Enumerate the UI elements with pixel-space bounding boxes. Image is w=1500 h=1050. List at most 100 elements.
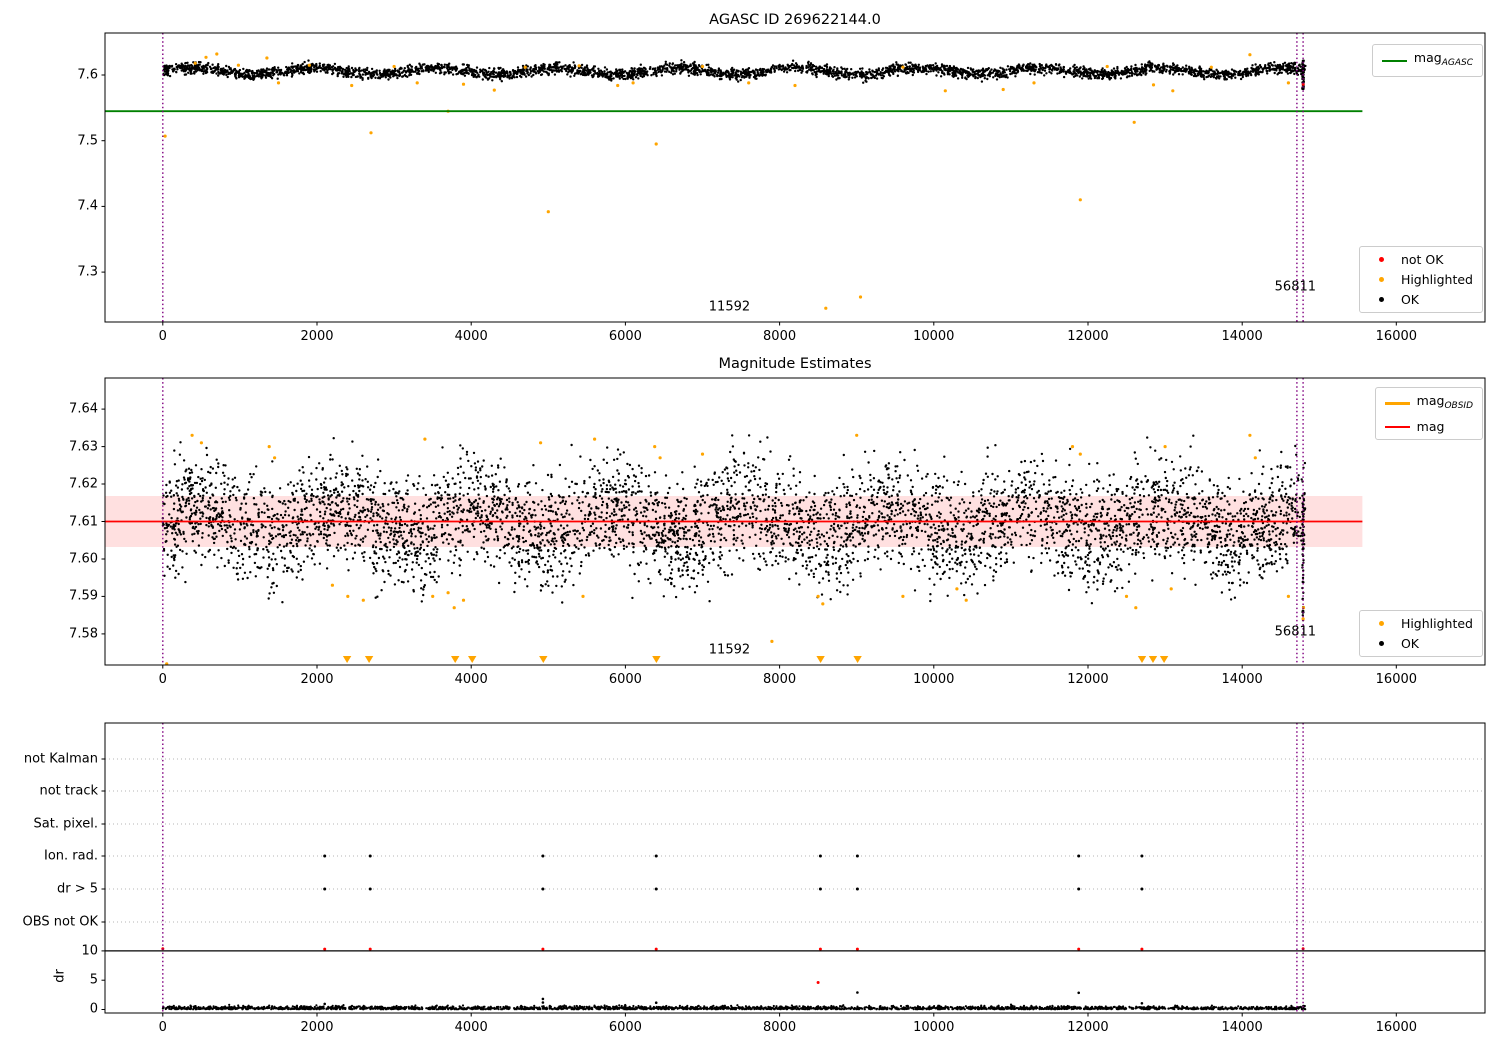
x-tick-label: 14000 bbox=[1221, 672, 1263, 687]
x-tick-label: 6000 bbox=[608, 672, 642, 687]
clipped-low-marker bbox=[342, 656, 352, 663]
legend-entry: Highlighted bbox=[1369, 615, 1473, 632]
y-tick-label: 7.61 bbox=[69, 514, 98, 529]
clipped-low-marker bbox=[652, 656, 661, 663]
clipped-low-marker bbox=[364, 656, 374, 663]
legend-label-main: mag bbox=[1413, 50, 1442, 65]
y-tick-label: 7.64 bbox=[69, 401, 98, 417]
clipped-low-marker bbox=[468, 656, 477, 663]
x-tick-label: 2000 bbox=[300, 329, 334, 344]
annotation: 56811 bbox=[1274, 279, 1317, 295]
x-tick-label: 10000 bbox=[913, 1020, 955, 1035]
legend-mag-agasc: magAGASC bbox=[1371, 44, 1483, 77]
x-tick-label: 8000 bbox=[763, 672, 797, 687]
mag-agasc-line-swatch bbox=[1381, 59, 1407, 62]
legend-label: not OK bbox=[1400, 252, 1444, 267]
x-tick-label: 8000 bbox=[763, 1020, 797, 1035]
x-tick-label: 2000 bbox=[300, 672, 334, 687]
flag-label: dr > 5 bbox=[56, 881, 98, 897]
legend-marker-dot bbox=[1378, 277, 1384, 282]
x-tick-label: 10000 bbox=[913, 329, 955, 344]
legend-label: magAGASC bbox=[1414, 49, 1473, 72]
x-tick-label: 4000 bbox=[454, 672, 488, 687]
legend-entry: OK bbox=[1369, 291, 1473, 308]
legend-entry: magOBSID bbox=[1384, 392, 1473, 415]
clipped-low-marker bbox=[816, 656, 825, 663]
y-tick-label: 7.62 bbox=[69, 476, 98, 492]
plot1-title: AGASC ID 269622144.0 bbox=[709, 12, 881, 28]
x-tick-label: 12000 bbox=[1067, 672, 1109, 687]
legend-entry: OK bbox=[1369, 635, 1473, 652]
axes-frame bbox=[104, 722, 1486, 1014]
clipped-low-marker bbox=[853, 656, 862, 663]
y-tick-label: 7.6 bbox=[77, 67, 98, 83]
y-tick-label: 7.58 bbox=[69, 626, 98, 642]
x-tick-label: 0 bbox=[158, 672, 167, 687]
legend-ax2-markers: Highlighted OK bbox=[1358, 610, 1483, 657]
x-tick-label: 16000 bbox=[1375, 329, 1418, 344]
legend-label-sub: OBSID bbox=[1444, 401, 1473, 411]
clipped-low-marker bbox=[539, 656, 548, 663]
x-tick-label: 2000 bbox=[300, 1020, 334, 1035]
y-tick-label: 7.5 bbox=[77, 133, 98, 149]
legend-marker-dot bbox=[1378, 641, 1384, 646]
x-tick-label: 0 bbox=[158, 329, 167, 344]
x-tick-label: 6000 bbox=[608, 329, 642, 344]
flag-label: Sat. pixel. bbox=[33, 816, 98, 832]
mag-obsid-line-swatch bbox=[1384, 402, 1410, 405]
legend-marker-dot bbox=[1378, 621, 1384, 626]
legend-label: mag bbox=[1416, 419, 1445, 434]
highlighted-points bbox=[165, 433, 1306, 666]
annotation: 11592 bbox=[708, 299, 751, 315]
x-tick-label: 12000 bbox=[1067, 329, 1109, 344]
legend-label: magOBSID bbox=[1417, 392, 1473, 415]
y-tick-label: 0 bbox=[89, 1001, 98, 1017]
x-tick-label: 6000 bbox=[608, 1020, 642, 1035]
not-ok-points bbox=[161, 947, 1305, 984]
flag-label: not track bbox=[39, 783, 98, 799]
y-tick-label: 7.4 bbox=[77, 198, 98, 214]
annotation: 11592 bbox=[708, 642, 751, 658]
legend-entry: magAGASC bbox=[1381, 49, 1473, 72]
ok-points bbox=[162, 59, 1307, 84]
x-tick-label: 0 bbox=[158, 1020, 167, 1035]
x-tick-label: 4000 bbox=[454, 329, 488, 344]
x-tick-label: 14000 bbox=[1221, 1020, 1263, 1035]
annotation: 56811 bbox=[1274, 624, 1317, 640]
y-tick-label: 7.3 bbox=[77, 264, 98, 280]
dr-axis-label: dr bbox=[52, 969, 68, 983]
legend-label-main: mag bbox=[1416, 393, 1445, 408]
clipped-low-marker bbox=[1137, 656, 1147, 663]
clipped-low-marker bbox=[451, 656, 460, 663]
x-tick-label: 4000 bbox=[454, 1020, 488, 1035]
plot2-title: Magnitude Estimates bbox=[718, 356, 872, 372]
legend-marker-dot bbox=[1378, 257, 1384, 262]
y-tick-label: 7.63 bbox=[69, 439, 98, 455]
y-tick-label: 10 bbox=[81, 943, 98, 959]
legend-label: OK bbox=[1400, 292, 1419, 307]
axes-frame bbox=[104, 32, 1486, 323]
legend-entry: mag bbox=[1384, 418, 1473, 435]
legend-label: Highlighted bbox=[1400, 616, 1473, 631]
y-tick-label: 7.59 bbox=[69, 588, 98, 604]
legend-ax1-markers: not OK Highlighted OK bbox=[1358, 246, 1483, 313]
highlighted-points bbox=[163, 52, 1291, 310]
legend-entry: Highlighted bbox=[1369, 271, 1473, 288]
mag-line-swatch bbox=[1384, 425, 1410, 428]
flag-label: OBS not OK bbox=[22, 914, 99, 930]
legend-marker-dot bbox=[1378, 297, 1384, 302]
x-tick-label: 16000 bbox=[1375, 1020, 1418, 1035]
y-tick-label: 5 bbox=[89, 972, 98, 988]
legend-label-sub: AGASC bbox=[1441, 58, 1473, 68]
x-tick-label: 14000 bbox=[1221, 329, 1263, 344]
flag-label: Ion. rad. bbox=[44, 848, 98, 864]
x-tick-label: 16000 bbox=[1375, 672, 1418, 687]
ok-points bbox=[161, 1003, 1307, 1011]
ok-points bbox=[161, 434, 1307, 605]
legend-mag-obsid: magOBSID mag bbox=[1374, 387, 1483, 440]
flag-label: not Kalman bbox=[23, 751, 98, 767]
x-tick-label: 8000 bbox=[763, 329, 797, 344]
ok-points-extra bbox=[323, 991, 1305, 1008]
clipped-low-marker bbox=[1148, 656, 1158, 663]
